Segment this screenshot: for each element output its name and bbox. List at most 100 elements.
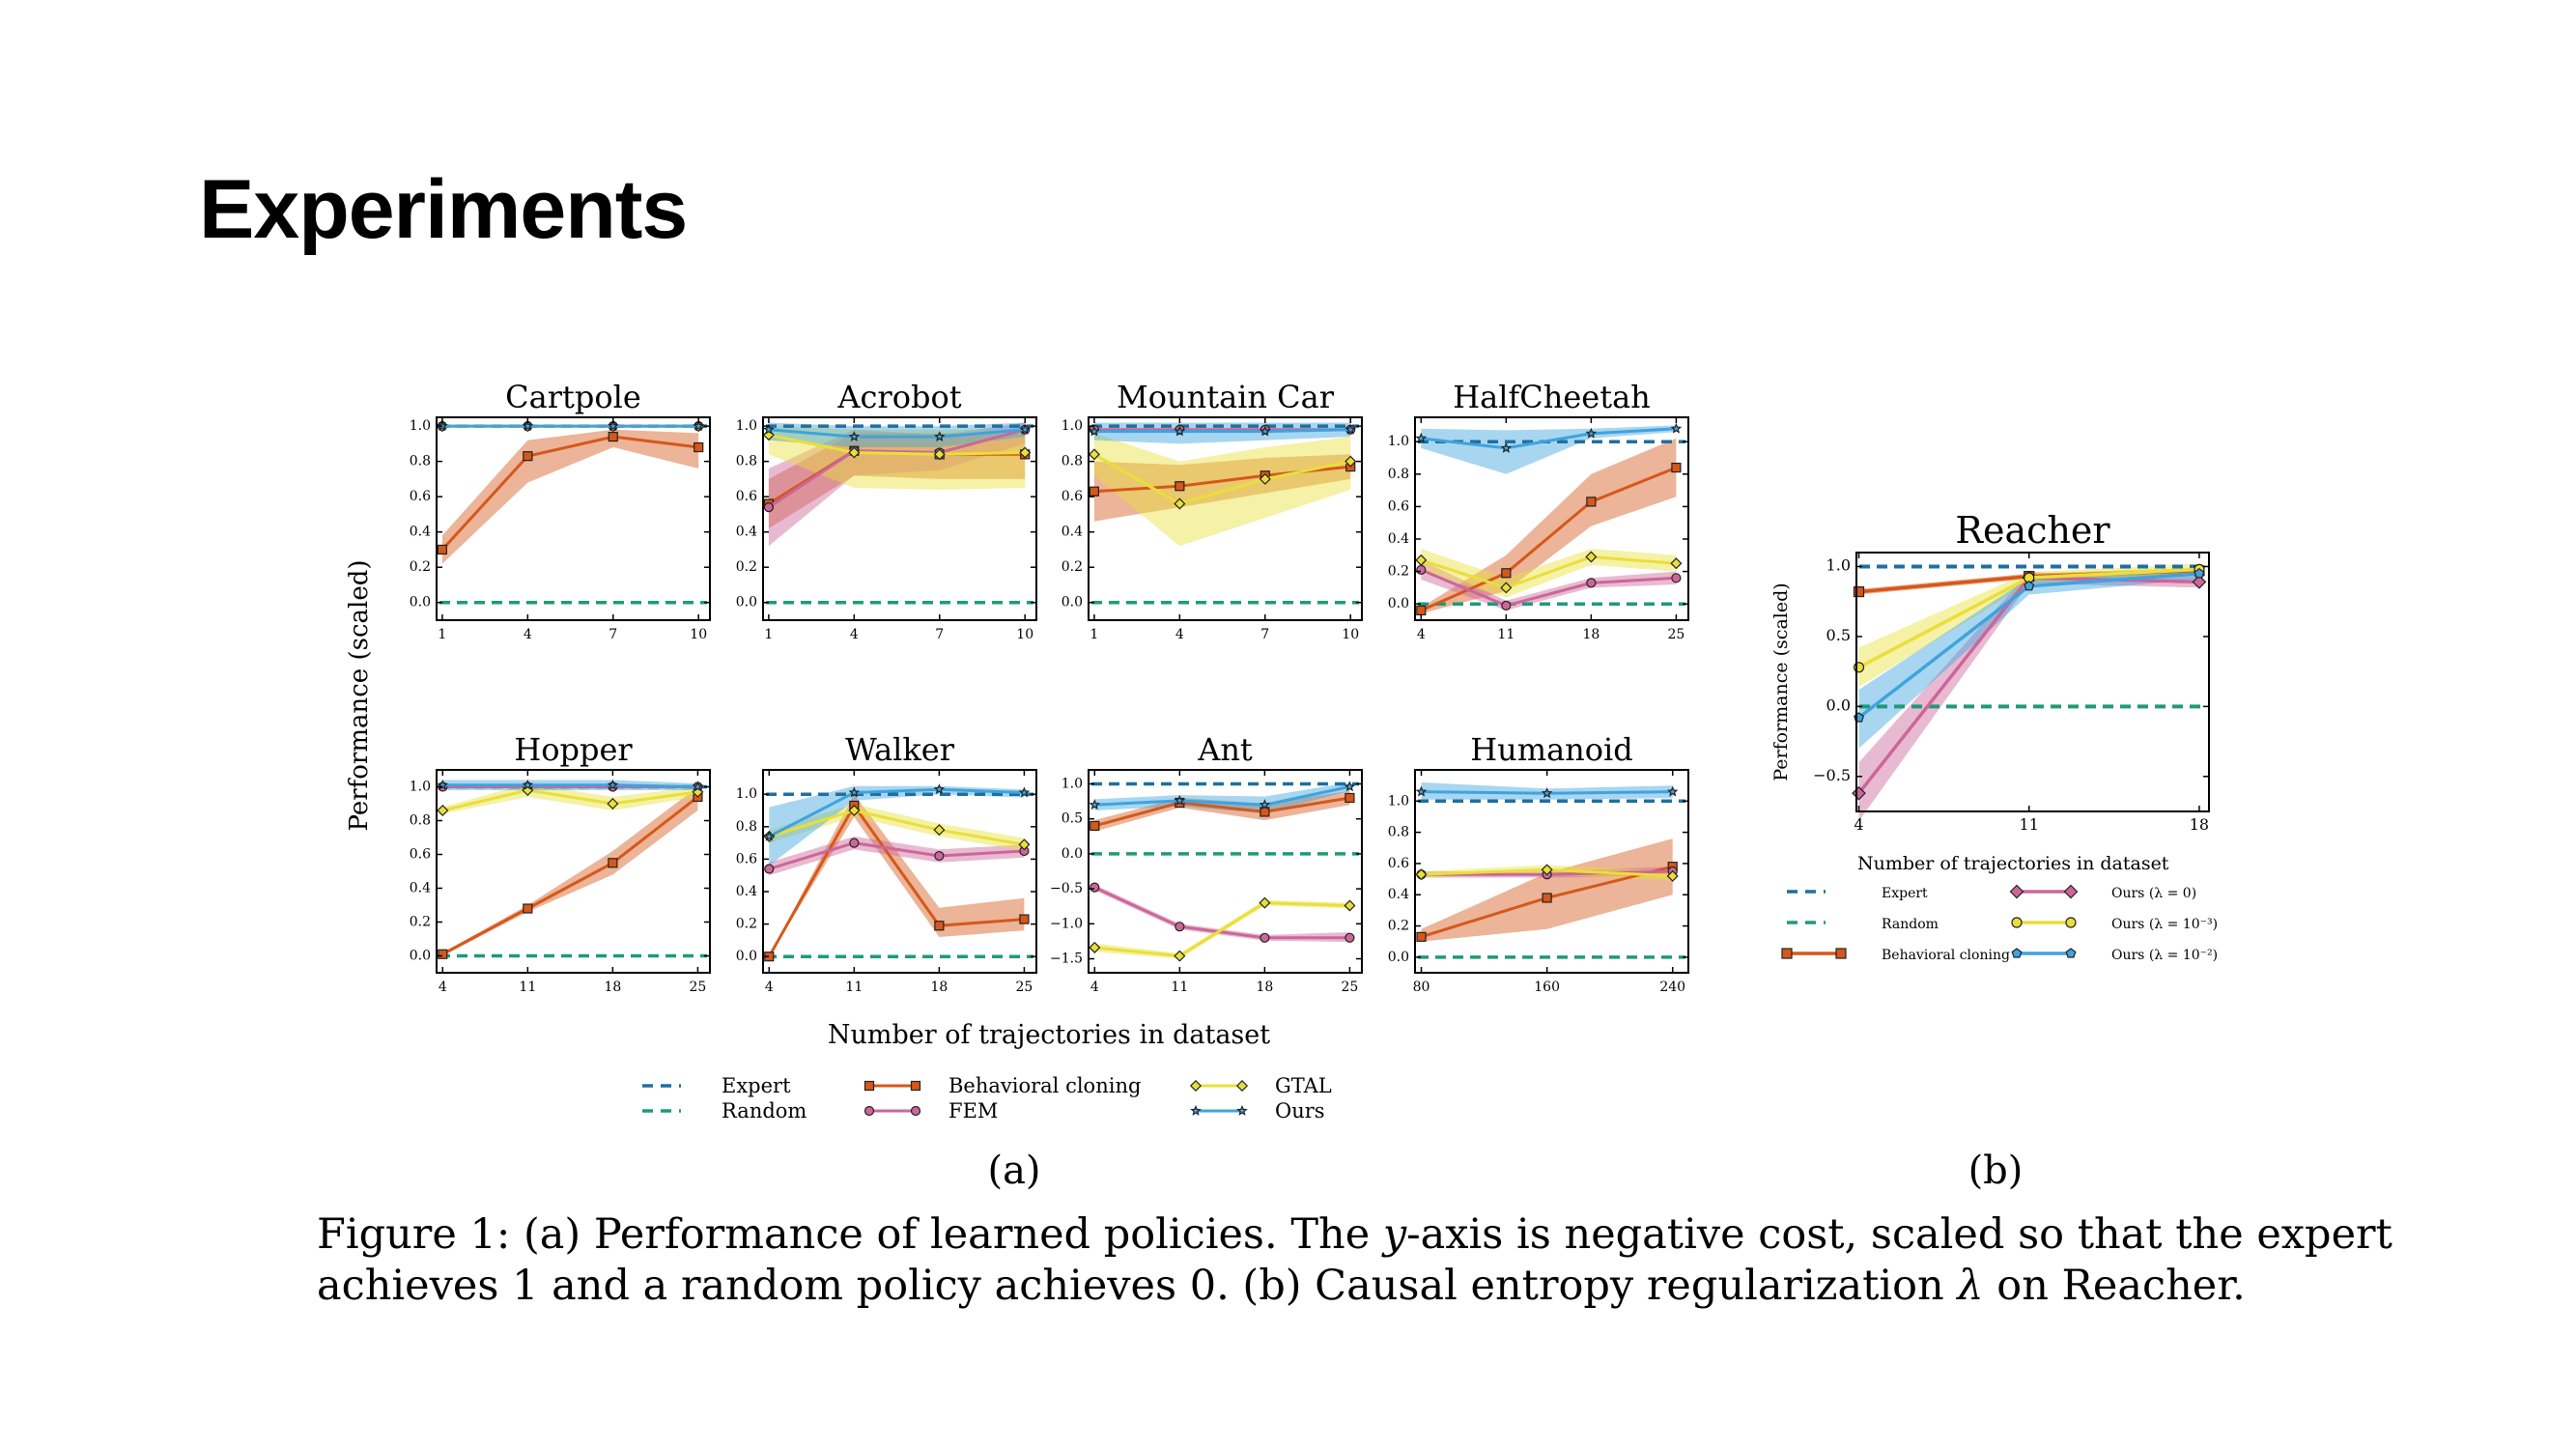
point-gtal [1666, 869, 1679, 882]
figure-caption: achieves 1 and a random policy achieves … [317, 1262, 2246, 1310]
chart-title: Cartpole [505, 379, 641, 415]
point-ours [1415, 785, 1428, 797]
series-line-gtal [1420, 554, 1677, 589]
x-tick-label: 11 [2020, 815, 2039, 834]
legend-marker-bc [910, 1080, 921, 1092]
y-tick-label: 0.0 [410, 595, 431, 611]
series-line-fem [768, 428, 1026, 509]
x-tick-label: 18 [604, 980, 621, 995]
x-tick-label: 7 [609, 627, 617, 642]
point-ours [933, 783, 946, 795]
point-ours [1018, 786, 1031, 798]
point-fem [764, 864, 775, 874]
x-tick-label: 18 [1582, 627, 1599, 642]
point-bc [1260, 807, 1270, 817]
point-bc [608, 858, 618, 868]
x-tick-label: 25 [1016, 980, 1033, 995]
y-tick-label: 0.0 [1826, 696, 1851, 714]
panel-label-a: (a) [987, 1149, 1040, 1193]
point-gtal [1585, 551, 1598, 563]
chart-walker: 0.0 0.2 0.4 0.6 0.8 1.0 4 11 18 25 Walker [736, 731, 1037, 995]
y-tick-label: 0.2 [736, 559, 757, 575]
band-bc [1093, 454, 1351, 522]
x-tick-label: 11 [519, 980, 536, 995]
point-bc [1542, 893, 1552, 903]
legend-marker-bc [1781, 948, 1793, 959]
chart-cartpole: 0.0 0.2 0.4 0.6 0.8 1.0 1 4 7 10 Cartpole [410, 379, 711, 642]
band-bc [768, 433, 1026, 528]
band-bc [442, 786, 698, 956]
x-tick-label: 1 [438, 627, 446, 642]
series-line-fem [1093, 886, 1350, 940]
x-tick-label: 10 [1016, 627, 1033, 642]
point-ours [763, 423, 775, 435]
legend-marker-bc [1835, 948, 1847, 959]
x-tick-label: 4 [1175, 627, 1184, 642]
point-gtal [848, 446, 861, 459]
y-tick-label: 1.0 [1388, 793, 1409, 809]
y-tick-label: 0.5 [1826, 626, 1851, 644]
x-tick-label: 18 [930, 980, 948, 995]
point-bc [1345, 792, 1355, 804]
y-tick-label: 1.0 [410, 418, 431, 434]
y-tick-label: 0.2 [410, 559, 431, 575]
point-bc [1586, 497, 1597, 507]
y-tick-label: 0.6 [1388, 498, 1409, 514]
point-gtal [1500, 582, 1513, 594]
chart-title: Walker [845, 731, 955, 768]
chart-humanoid: 0.0 0.2 0.4 0.6 0.8 1.0 80 160 240 Humanoid [1388, 731, 1689, 995]
legend-label: Ours [1275, 1099, 1325, 1122]
legend-label: GTAL [1275, 1074, 1332, 1097]
x-tick-label: 11 [845, 980, 863, 995]
y-tick-label: 0.4 [1062, 525, 1083, 540]
point-ours [1345, 423, 1356, 435]
chart-title: Acrobot [836, 379, 961, 415]
y-tick-label: 0.0 [736, 949, 757, 964]
point-ours [848, 431, 861, 441]
legend-marker-fem [2063, 884, 2079, 899]
point-ours [522, 420, 534, 432]
legend-marker-ours [2065, 948, 2077, 958]
legend-marker-ours [2011, 948, 2023, 958]
point-bc [1416, 931, 1427, 942]
caption-text: achieves 1 and a random policy achieves … [317, 1262, 1957, 1310]
band-gtal [442, 783, 698, 814]
band-gtal [1093, 433, 1351, 547]
point-bc [437, 544, 447, 555]
y-tick-label: 0.0 [1062, 595, 1083, 611]
point-gtal [848, 804, 861, 817]
chart-mountain-car: 0.0 0.2 0.4 0.6 0.8 1.0 1 4 7 10 Mountain Car [1062, 379, 1363, 642]
y-tick-label: 0.6 [736, 489, 757, 504]
x-tick-label: 1 [1090, 627, 1098, 642]
y-tick-label: 0.8 [410, 454, 431, 469]
point-fem [1416, 564, 1427, 576]
y-tick-label: 0.4 [410, 525, 431, 540]
point-fem [1586, 578, 1597, 588]
band-ours [768, 422, 1026, 447]
point-ours [763, 830, 776, 841]
plot-frame [762, 769, 1037, 974]
legend-label: FEM [948, 1099, 998, 1122]
y-tick-label: −0.5 [1050, 881, 1083, 896]
band-ours [769, 785, 1025, 867]
band-ours [1094, 782, 1350, 813]
caption-text: y [1381, 1210, 1407, 1259]
series-line-fem [768, 841, 1025, 870]
plot-frame [1414, 416, 1689, 621]
band-bc [1421, 838, 1673, 942]
legend-label: Random [722, 1099, 807, 1122]
series-line-bc [1093, 796, 1350, 828]
series-line-bc [440, 435, 699, 552]
y-tick-label: 0.6 [736, 851, 757, 867]
series-line-gtal [1093, 453, 1351, 506]
y-tick-label: 0.0 [1062, 846, 1083, 862]
legend-label: Expert [722, 1074, 791, 1097]
y-tick-label: 0.6 [1062, 489, 1083, 504]
chart-title: Hopper [514, 731, 633, 768]
x-tick-label: 4 [850, 627, 859, 642]
legend-marker-fem [2009, 884, 2024, 899]
band-fem [1858, 572, 2199, 822]
legend-marker-gtal [2011, 917, 2023, 928]
point-ours [1541, 787, 1553, 799]
